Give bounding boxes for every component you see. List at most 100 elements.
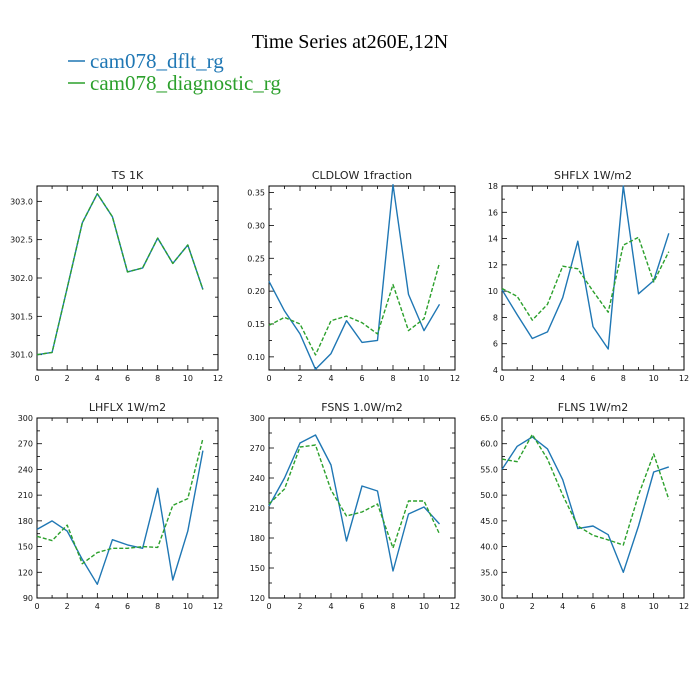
- panel-title-fsns: FSNS 1.0W/m2: [321, 401, 403, 414]
- x-tick-label: 4: [560, 602, 565, 611]
- y-tick-label: 300: [18, 414, 33, 423]
- y-tick-label: 0.10: [247, 353, 265, 362]
- figure-title: Time Series at260E,12N: [252, 31, 448, 53]
- y-tick-label: 30.0: [480, 594, 498, 603]
- x-tick-label: 6: [590, 602, 595, 611]
- panel-ts: TS 1K 0 2 4 6 8 10 12 301.0 301.5 302.0 302.5 303.0: [10, 169, 223, 383]
- x-tick-label: 4: [328, 374, 333, 383]
- x-tick-label: 0: [266, 602, 271, 611]
- y-tick-label: 60.0: [480, 440, 498, 449]
- series-line-diagnostic-flns: [501, 433, 670, 546]
- y-tick-label: 18: [488, 182, 498, 191]
- x-tick-label: 6: [125, 374, 130, 383]
- y-tick-label: 0.25: [247, 254, 265, 263]
- series-line-dflt-shflx: [501, 185, 670, 350]
- y-tick-label: 120: [250, 594, 265, 603]
- panel-fsns: FSNS 1.0W/m2 0 2 4 6 8 10 12 120 150 180 210 240 270 3…: [250, 401, 460, 611]
- y-tick-label: 50.0: [480, 491, 498, 500]
- x-tick-label: 2: [530, 374, 535, 383]
- y-tick-label: 10: [488, 287, 498, 296]
- series-line-diagnostic-ts: [36, 192, 204, 356]
- x-tick-label: 10: [649, 374, 659, 383]
- panel-flns: FLNS 1W/m2 0 2 4 6 8 10 12 30.0 35.0 40.0 45.0 50.0 5…: [480, 401, 689, 611]
- y-tick-label: 0.30: [247, 221, 265, 230]
- y-tick-label: 8: [493, 313, 498, 322]
- x-tick-label: 8: [390, 602, 395, 611]
- x-tick-label: 4: [95, 602, 100, 611]
- panel-grid: TS 1K 0 2 4 6 8 10 12 301.0 301.5 302.0 302.5 303.0 C…: [10, 169, 689, 611]
- x-tick-label: 6: [590, 374, 595, 383]
- x-tick-label: 12: [450, 602, 460, 611]
- panel-title-ts: TS 1K: [111, 169, 144, 182]
- y-tick-label: 35.0: [480, 568, 498, 577]
- x-tick-label: 12: [679, 602, 689, 611]
- x-tick-label: 2: [530, 602, 535, 611]
- y-tick-label: 0.35: [247, 189, 265, 198]
- y-tick-label: 302.0: [10, 274, 33, 283]
- y-tick-label: 300: [250, 414, 265, 423]
- x-tick-label: 0: [266, 374, 271, 383]
- x-tick-label: 8: [390, 374, 395, 383]
- y-tick-label: 150: [250, 564, 265, 573]
- panel-lhflx: LHFLX 1W/m2 0 2 4 6 8 10 12 90 120 150 180 210 240 270…: [18, 401, 223, 611]
- x-tick-label: 10: [419, 374, 429, 383]
- y-tick-label: 240: [18, 465, 33, 474]
- y-tick-label: 16: [488, 208, 498, 217]
- series-line-dflt-lhflx: [36, 450, 204, 585]
- x-tick-label: 6: [359, 602, 364, 611]
- y-tick-label: 301.0: [10, 351, 33, 360]
- y-tick-label: 0.20: [247, 287, 265, 296]
- x-tick-label: 10: [419, 602, 429, 611]
- y-tick-label: 150: [18, 543, 33, 552]
- x-tick-label: 8: [621, 374, 626, 383]
- series-line-dflt-cldlow: [268, 183, 441, 370]
- series-line-dflt-fsns: [268, 434, 441, 572]
- x-tick-label: 4: [560, 374, 565, 383]
- x-tick-label: 12: [213, 602, 223, 611]
- x-tick-label: 8: [155, 602, 160, 611]
- x-tick-label: 0: [34, 374, 39, 383]
- y-tick-label: 0.15: [247, 320, 265, 329]
- y-tick-label: 12: [488, 261, 498, 270]
- x-tick-label: 10: [183, 374, 193, 383]
- y-tick-label: 210: [250, 504, 265, 513]
- legend-label-dflt: cam078_dflt_rg: [90, 49, 224, 73]
- y-tick-label: 40.0: [480, 543, 498, 552]
- y-tick-label: 180: [250, 534, 265, 543]
- y-tick-label: 45.0: [480, 517, 498, 526]
- x-tick-label: 2: [297, 374, 302, 383]
- x-tick-label: 8: [621, 602, 626, 611]
- panel-title-flns: FLNS 1W/m2: [558, 401, 628, 414]
- y-tick-label: 301.5: [10, 312, 33, 321]
- series-line-diagnostic-lhflx: [36, 438, 204, 565]
- panel-title-lhflx: LHFLX 1W/m2: [89, 401, 166, 414]
- panel-title-cldlow: CLDLOW 1fraction: [312, 169, 412, 182]
- x-tick-label: 12: [450, 374, 460, 383]
- legend: cam078_dflt_rg cam078_diagnostic_rg: [68, 49, 281, 95]
- x-tick-label: 6: [359, 374, 364, 383]
- x-tick-label: 10: [649, 602, 659, 611]
- y-tick-label: 14: [488, 235, 498, 244]
- x-tick-label: 8: [155, 374, 160, 383]
- y-tick-label: 6: [493, 340, 498, 349]
- y-tick-label: 302.5: [10, 236, 33, 245]
- series-line-diagnostic-shflx: [501, 236, 670, 321]
- x-tick-label: 4: [95, 374, 100, 383]
- x-tick-label: 12: [213, 374, 223, 383]
- y-tick-label: 180: [18, 517, 33, 526]
- x-tick-label: 0: [499, 602, 504, 611]
- y-tick-label: 240: [250, 474, 265, 483]
- y-tick-label: 210: [18, 491, 33, 500]
- series-line-diagnostic-cldlow: [268, 262, 441, 356]
- x-tick-label: 4: [328, 602, 333, 611]
- x-tick-label: 0: [499, 374, 504, 383]
- y-tick-label: 270: [18, 440, 33, 449]
- series-line-dflt-flns: [501, 436, 670, 573]
- panel-title-shflx: SHFLX 1W/m2: [554, 169, 632, 182]
- y-tick-label: 270: [250, 444, 265, 453]
- x-tick-label: 12: [679, 374, 689, 383]
- y-tick-label: 120: [18, 568, 33, 577]
- y-tick-label: 303.0: [10, 197, 33, 206]
